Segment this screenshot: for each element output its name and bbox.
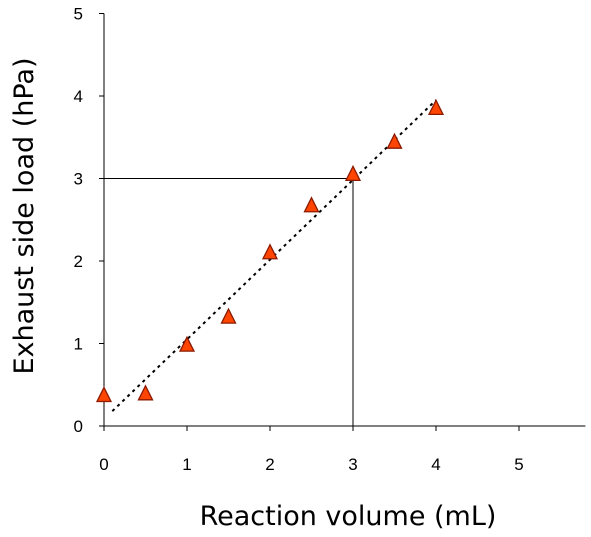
x-axis-title: Reaction volume (mL) [200,501,497,532]
data-points [95,98,445,403]
data-point [261,243,279,260]
data-point [137,384,154,401]
y-tick-label: 5 [74,5,83,24]
x-tick-label: 0 [99,455,108,474]
y-axis-title: Exhaust side load (hPa) [9,57,40,374]
y-tick-label: 0 [74,417,83,436]
x-tick-labels: 0 1 2 3 4 5 [99,455,523,474]
y-tick-label: 2 [74,252,83,271]
x-tick-label: 4 [431,455,440,474]
y-tick-label: 3 [74,170,83,189]
x-tick-label: 2 [265,455,274,474]
data-point [95,386,113,403]
x-tick-label: 3 [348,455,357,474]
y-tick-label: 1 [74,335,83,354]
data-point [220,307,237,324]
data-point [386,132,403,149]
y-tick-labels: 0 1 2 3 4 5 [74,5,83,437]
data-point [427,98,445,116]
x-tick-label: 1 [182,455,191,474]
y-tick-label: 4 [74,87,83,106]
reference-lines [104,178,354,426]
data-point [178,335,196,352]
axes [99,13,586,431]
data-point [303,196,320,213]
x-tick-label: 5 [514,455,523,474]
data-point [344,164,362,182]
